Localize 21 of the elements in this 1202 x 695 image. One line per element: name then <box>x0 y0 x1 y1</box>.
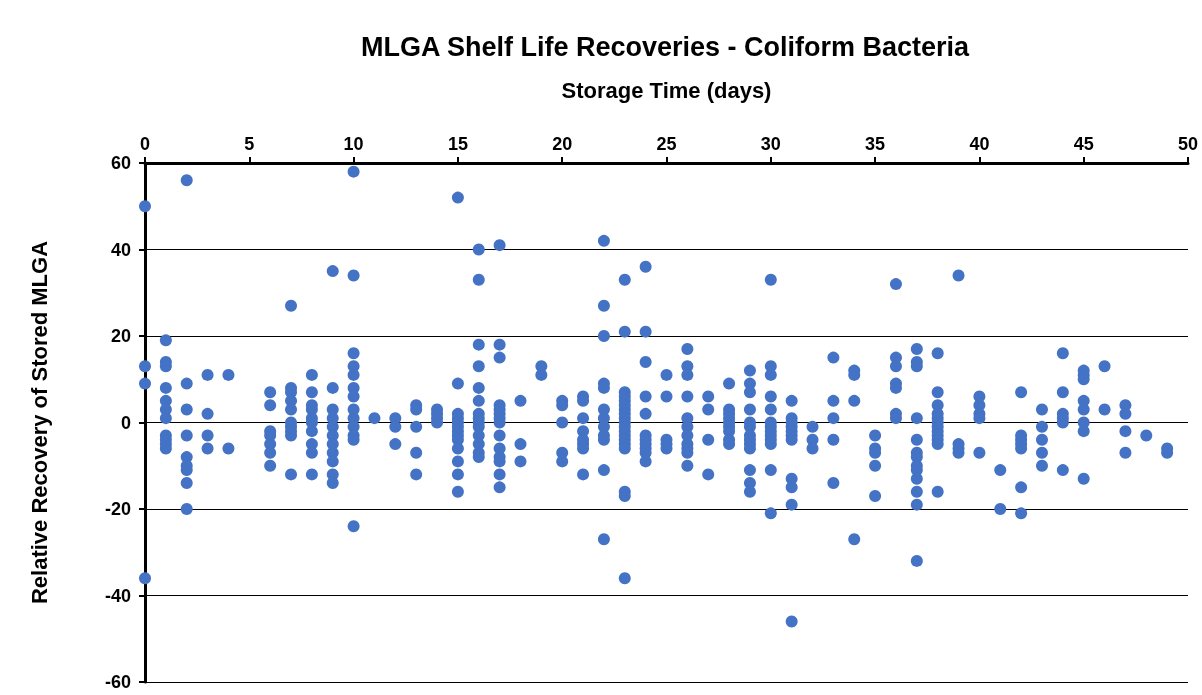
y-tick-label: 40 <box>110 239 131 260</box>
x-tick-label: 15 <box>447 134 468 154</box>
x-axis-title: Storage Time (days) <box>561 77 772 103</box>
y-tick-label: -20 <box>104 499 131 519</box>
x-tick-label: 25 <box>656 134 677 154</box>
y-tick-label: -40 <box>104 585 131 606</box>
y-tick-label: 0 <box>120 412 131 433</box>
y-tick-label: 20 <box>110 326 131 346</box>
x-tick-label: 10 <box>343 134 364 154</box>
x-tick-label: 40 <box>969 134 990 154</box>
x-tick-label: 45 <box>1073 134 1094 154</box>
y-tick-label: -60 <box>104 672 131 692</box>
x-tick-label: 35 <box>865 134 886 154</box>
chart-title: MLGA Shelf Life Recoveries - Coliform Bacteria <box>360 31 971 62</box>
x-tick-label: 20 <box>552 134 573 154</box>
y-axis-title: Relative Recovery of Stored MLGA <box>26 240 52 605</box>
x-tick-label: 30 <box>760 134 781 154</box>
y-tick-label: 60 <box>110 153 131 173</box>
x-tick-label: 5 <box>244 134 255 154</box>
x-tick-label: 50 <box>1177 134 1199 154</box>
x-tick-label: 0 <box>139 134 151 154</box>
